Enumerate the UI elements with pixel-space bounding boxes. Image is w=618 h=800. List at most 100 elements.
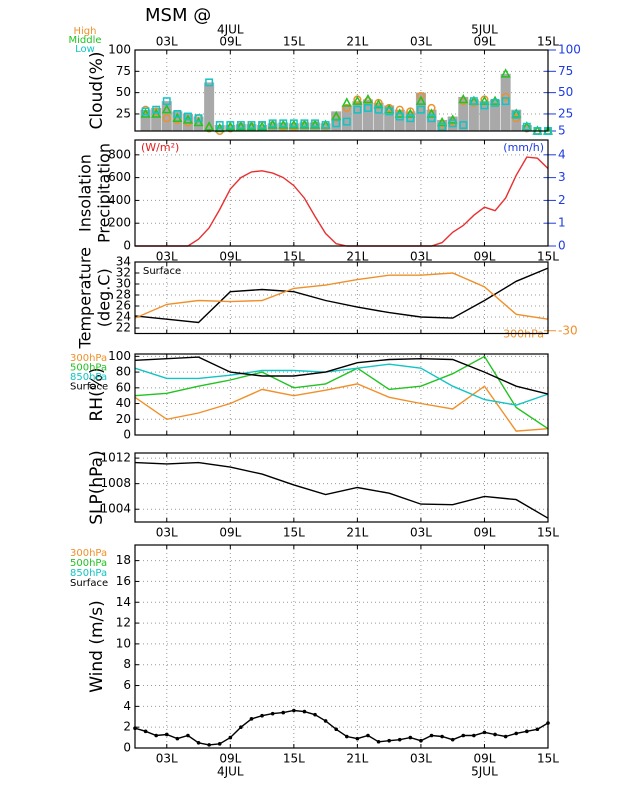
x-tick-label: 15L bbox=[283, 752, 305, 766]
low-marker bbox=[268, 119, 277, 128]
x-tick-label: 09L bbox=[473, 250, 495, 264]
middle-marker bbox=[140, 108, 151, 118]
data-dot bbox=[217, 742, 222, 746]
data-dot bbox=[323, 719, 328, 723]
y-tick-label: 1008 bbox=[100, 476, 131, 490]
panel-frame bbox=[134, 139, 549, 247]
y2-tick-label: 5 bbox=[558, 124, 566, 138]
bar bbox=[193, 116, 204, 131]
date-label: 5JUL bbox=[471, 765, 498, 779]
y2-tick-label: 4 bbox=[558, 147, 566, 161]
bar bbox=[415, 92, 426, 131]
data-dot bbox=[535, 727, 540, 732]
low-marker bbox=[342, 117, 351, 126]
middle-marker bbox=[415, 95, 426, 105]
x-tick-label: 03L bbox=[156, 35, 178, 49]
low-marker bbox=[215, 121, 224, 129]
middle-marker bbox=[362, 93, 374, 104]
middle-marker bbox=[405, 108, 416, 118]
middle-marker bbox=[437, 116, 448, 127]
low-marker bbox=[459, 121, 468, 129]
legend-entry: Low bbox=[75, 44, 95, 55]
y-tick-label: 40 bbox=[116, 396, 131, 410]
x-tick-label: 03L bbox=[410, 35, 432, 49]
low-marker bbox=[194, 114, 203, 123]
data-dot bbox=[196, 740, 201, 745]
y2-tick-label: 25 bbox=[558, 106, 573, 120]
middle-marker bbox=[257, 121, 268, 131]
middle-marker bbox=[479, 95, 490, 105]
low-marker bbox=[491, 98, 500, 107]
middle-marker bbox=[299, 119, 310, 129]
low-marker bbox=[469, 97, 478, 106]
low-marker bbox=[448, 119, 457, 128]
y2-tick-label: 100 bbox=[558, 43, 581, 57]
y-tick-label: 32 bbox=[116, 266, 131, 280]
low-marker bbox=[438, 122, 447, 131]
y-tick-label: 25 bbox=[116, 106, 131, 120]
legend-entry: 500hPa bbox=[70, 558, 107, 569]
data-dot bbox=[344, 734, 349, 739]
bar bbox=[362, 99, 373, 131]
date-label: 5JUL bbox=[471, 23, 498, 37]
series-line bbox=[134, 272, 549, 320]
data-dot bbox=[493, 732, 497, 737]
bar bbox=[479, 101, 490, 131]
units-label: (W/m²) bbox=[141, 141, 179, 154]
middle-marker bbox=[458, 93, 469, 104]
low-marker bbox=[501, 97, 510, 106]
legend-entry: Middle bbox=[68, 35, 101, 46]
data-dot bbox=[334, 727, 339, 732]
middle-marker bbox=[384, 104, 395, 114]
data-dot bbox=[429, 733, 434, 738]
middle-marker bbox=[225, 121, 236, 131]
low-marker bbox=[427, 114, 436, 123]
panel-frame bbox=[134, 261, 549, 335]
series-line bbox=[134, 709, 549, 746]
legend-entry: 500hPa bbox=[70, 363, 107, 374]
low-marker bbox=[226, 121, 235, 129]
low-marker bbox=[279, 119, 288, 128]
y-axis-label: Temperature bbox=[76, 247, 95, 349]
series-label: Surface bbox=[143, 266, 181, 277]
y-tick-label: 12 bbox=[116, 616, 131, 630]
low-marker bbox=[374, 105, 383, 114]
x-tick-label: 21L bbox=[346, 35, 368, 49]
middle-marker bbox=[161, 104, 172, 114]
y-tick-label: 16 bbox=[116, 574, 131, 588]
low-marker bbox=[395, 112, 404, 121]
x-tick-label: 15L bbox=[283, 250, 305, 264]
low-marker bbox=[205, 78, 214, 87]
x-tick-label: 21L bbox=[346, 752, 368, 766]
x-tick-label: 15L bbox=[283, 526, 305, 540]
y-tick-label: 34 bbox=[116, 255, 131, 269]
low-marker bbox=[512, 110, 521, 119]
high-marker bbox=[342, 103, 351, 113]
low-marker bbox=[236, 121, 245, 129]
series-line bbox=[135, 156, 549, 247]
y-tick-label: 60 bbox=[116, 380, 131, 394]
x-tick-label: 21L bbox=[346, 250, 368, 264]
middle-marker bbox=[426, 108, 437, 118]
page-title: MSM @ bbox=[145, 5, 211, 26]
middle-marker bbox=[235, 121, 246, 131]
data-dot bbox=[249, 717, 254, 721]
x-tick-label: 09L bbox=[473, 752, 495, 766]
y-tick-label: 4 bbox=[123, 699, 131, 713]
series-line bbox=[134, 267, 549, 324]
high-marker bbox=[501, 92, 510, 101]
low-marker bbox=[522, 122, 531, 131]
series-line bbox=[134, 356, 549, 395]
y-tick-label: 800 bbox=[108, 147, 131, 161]
middle-marker bbox=[341, 97, 352, 107]
middle-marker bbox=[489, 95, 501, 105]
x-tick-label: 15L bbox=[537, 35, 559, 49]
data-dot bbox=[472, 733, 476, 738]
y-tick-label: 100 bbox=[108, 349, 131, 363]
y-axis-label: Cloud(%) bbox=[87, 52, 107, 130]
x-tick-label: 15L bbox=[537, 250, 559, 264]
y-tick-label: 1004 bbox=[100, 502, 131, 516]
data-dot bbox=[228, 735, 233, 740]
low-marker bbox=[311, 119, 319, 128]
bar bbox=[426, 109, 437, 131]
